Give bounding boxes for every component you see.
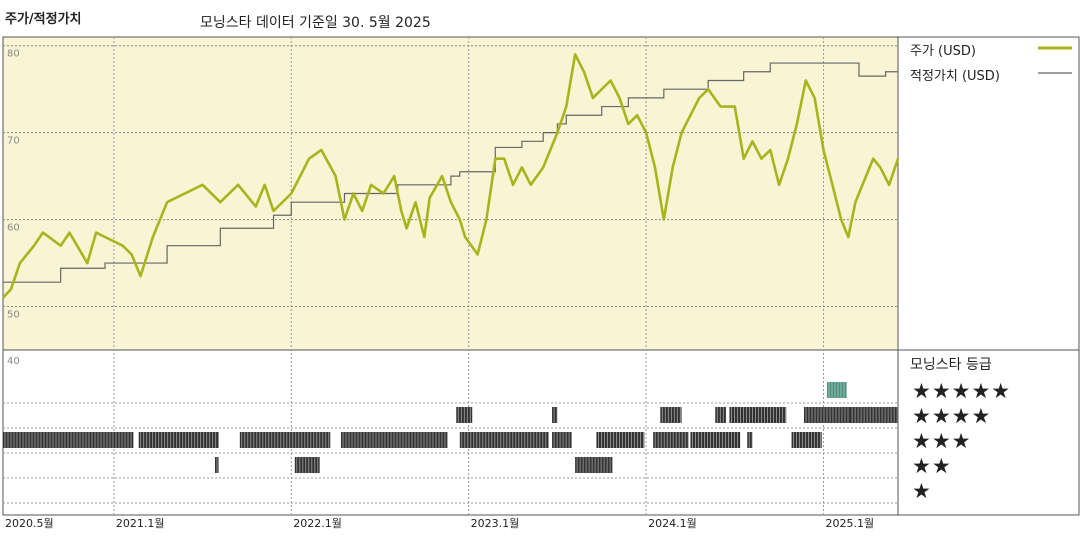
- y-tick-label: 40: [7, 356, 20, 367]
- rating-bar-hatch: [553, 432, 570, 448]
- star-level-4: ★★★★: [912, 404, 992, 428]
- x-tick-label: 2022.1월: [293, 517, 342, 530]
- x-tick-label: 2024.1월: [648, 517, 697, 530]
- rating-bar: [596, 432, 645, 448]
- data-date-subtitle: 모닝스타 데이터 기준일 30. 5월 2025: [200, 15, 431, 31]
- legend-price-label: 주가 (USD): [910, 44, 976, 59]
- star-level-2: ★★: [912, 454, 952, 478]
- rating-bar: [850, 407, 898, 423]
- rating-bar-hatch: [576, 457, 611, 473]
- rating-bar-hatch: [731, 407, 786, 423]
- y-tick-label: 70: [7, 136, 20, 147]
- rating-bar: [791, 432, 822, 448]
- rating-bar: [552, 432, 572, 448]
- legend-price: 주가 (USD): [910, 40, 976, 59]
- rating-bar: [729, 407, 787, 423]
- rating-bar-hatch: [748, 432, 753, 448]
- rating-bar-hatch: [598, 432, 644, 448]
- rating-bar-hatch: [828, 382, 845, 398]
- chart-title: 주가/적정가치: [5, 12, 82, 27]
- y-tick-label: 80: [7, 49, 20, 60]
- legend-fair-value: 적정가치 (USD): [910, 65, 1000, 84]
- legend-fair-value-label: 적정가치 (USD): [910, 69, 1000, 84]
- x-tick-label: 2023.1월: [471, 517, 520, 530]
- star-level-5: ★★★★★: [912, 379, 1012, 403]
- rating-bar: [575, 457, 613, 473]
- rating-bar-hatch: [4, 432, 132, 448]
- y-tick-label: 50: [7, 310, 20, 321]
- rating-title: 모닝스타 등급: [910, 357, 992, 373]
- price-line: [2, 53, 900, 299]
- rating-bar-hatch: [851, 407, 898, 423]
- rating-bar: [653, 432, 689, 448]
- rating-bar-hatch: [342, 432, 446, 448]
- chart-frame: [2, 36, 1080, 516]
- rating-bar-hatch: [654, 432, 689, 448]
- rating-bar-hatch: [793, 432, 821, 448]
- fair-value-line: [3, 62, 898, 283]
- x-tick-label: 2025.1월: [825, 517, 874, 530]
- rating-bar: [747, 432, 753, 448]
- price-panel-background: [3, 37, 898, 350]
- x-tick-label: 2021.1월: [116, 517, 165, 530]
- rating-bar-hatch: [140, 432, 217, 448]
- rating-bar-hatch: [716, 407, 724, 423]
- rating-bar-hatch: [692, 432, 738, 448]
- rating-bar-hatch: [296, 457, 319, 473]
- rating-bar-hatch: [553, 407, 558, 423]
- star-level-3: ★★★: [912, 429, 972, 453]
- star-level-1: ★: [912, 479, 932, 503]
- rating-bar: [690, 432, 741, 448]
- rating-bar: [294, 457, 320, 473]
- rating-bar: [552, 407, 558, 423]
- y-tick-label: 60: [7, 223, 20, 234]
- rating-bar-hatch: [661, 407, 681, 423]
- rating-bar-hatch: [461, 432, 547, 448]
- rating-bar-hatch: [457, 407, 471, 423]
- x-tick-label: 2020.5월: [5, 517, 54, 530]
- rating-bar-hatch: [241, 432, 330, 448]
